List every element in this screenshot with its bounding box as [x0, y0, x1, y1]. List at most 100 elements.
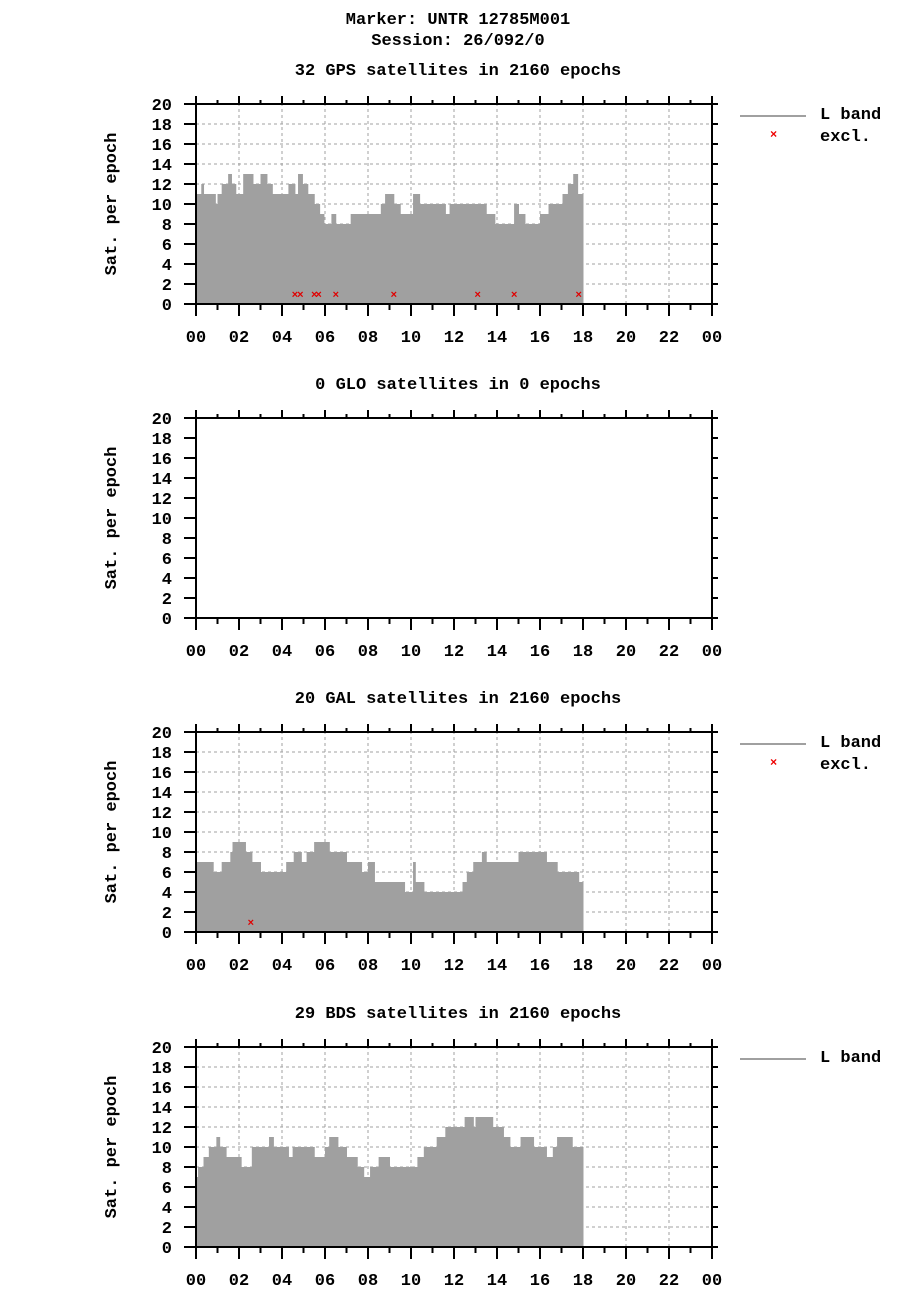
svg-text:0: 0 [162, 1240, 172, 1259]
svg-text:8: 8 [162, 1160, 172, 1179]
svg-text:14: 14 [152, 471, 172, 490]
svg-text:0: 0 [162, 611, 172, 630]
svg-text:Sat. per epoch: Sat. per epoch [103, 447, 122, 590]
svg-text:22: 22 [659, 643, 679, 662]
svg-text:22: 22 [659, 957, 679, 976]
svg-text:Sat. per epoch: Sat. per epoch [103, 133, 122, 276]
x-marker-icon: × [770, 128, 778, 142]
chart-title: 20 GAL satellites in 2160 epochs [294, 690, 622, 709]
svg-text:00: 00 [186, 329, 206, 348]
svg-text:00: 00 [186, 1272, 206, 1291]
svg-text:2: 2 [162, 1220, 172, 1239]
line-swatch-icon [740, 115, 806, 117]
svg-text:16: 16 [530, 329, 550, 348]
svg-text:2: 2 [162, 905, 172, 924]
svg-text:8: 8 [162, 531, 172, 550]
svg-text:08: 08 [358, 957, 378, 976]
svg-text:08: 08 [358, 329, 378, 348]
legend-label: excl. [820, 128, 872, 147]
svg-text:2: 2 [162, 277, 172, 296]
chart-bds: 29 BDS satellites in 2160 epochs 0 2 4 6 8 10 1… [0, 1005, 920, 1315]
svg-text:10: 10 [401, 1272, 421, 1291]
svg-text:10: 10 [401, 329, 421, 348]
legend-label: L band [820, 106, 882, 125]
marker-title: Marker: UNTR 12785M001 [345, 11, 571, 30]
legend-label: L band [820, 734, 882, 753]
svg-text:04: 04 [272, 957, 292, 976]
svg-text:18: 18 [573, 643, 593, 662]
svg-text:12: 12 [152, 805, 172, 824]
chart-title: 32 GPS satellites in 2160 epochs [294, 62, 622, 81]
svg-text:4: 4 [162, 257, 172, 276]
svg-text:06: 06 [315, 1272, 335, 1291]
svg-text:6: 6 [162, 551, 172, 570]
svg-text:10: 10 [152, 825, 172, 844]
svg-text:10: 10 [152, 511, 172, 530]
svg-text:14: 14 [152, 785, 172, 804]
svg-text:12: 12 [444, 329, 464, 348]
legend-label: L band [820, 1049, 882, 1068]
svg-text:12: 12 [152, 1120, 172, 1139]
svg-text:00: 00 [702, 643, 722, 662]
svg-text:00: 00 [186, 643, 206, 662]
svg-text:4: 4 [162, 571, 172, 590]
chart-title: 0 GLO satellites in 0 epochs [315, 376, 601, 395]
svg-text:04: 04 [272, 643, 292, 662]
svg-text:2: 2 [162, 591, 172, 610]
svg-text:02: 02 [229, 329, 249, 348]
svg-text:12: 12 [444, 1272, 464, 1291]
svg-text:20: 20 [616, 1272, 636, 1291]
svg-text:16: 16 [530, 957, 550, 976]
svg-text:04: 04 [272, 1272, 292, 1291]
svg-text:16: 16 [530, 1272, 550, 1291]
svg-text:18: 18 [152, 1060, 172, 1079]
svg-text:×: × [248, 918, 255, 930]
svg-text:06: 06 [315, 643, 335, 662]
legend-label: excl. [820, 756, 872, 775]
svg-text:Sat. per epoch: Sat. per epoch [103, 1076, 122, 1219]
svg-text:12: 12 [444, 957, 464, 976]
svg-text:02: 02 [229, 1272, 249, 1291]
svg-text:×: × [315, 290, 322, 302]
svg-text:20: 20 [616, 329, 636, 348]
svg-text:12: 12 [152, 491, 172, 510]
svg-text:14: 14 [487, 957, 507, 976]
svg-text:×: × [474, 290, 481, 302]
svg-text:18: 18 [152, 431, 172, 450]
svg-text:8: 8 [162, 845, 172, 864]
svg-text:×: × [511, 290, 518, 302]
svg-text:08: 08 [358, 643, 378, 662]
svg-text:16: 16 [152, 137, 172, 156]
chart-title: 29 BDS satellites in 2160 epochs [294, 1005, 622, 1024]
svg-text:00: 00 [702, 1272, 722, 1291]
svg-text:20: 20 [152, 1040, 172, 1059]
svg-text:×: × [292, 290, 299, 302]
svg-text:×: × [311, 290, 318, 302]
svg-text:22: 22 [659, 329, 679, 348]
svg-text:20: 20 [152, 411, 172, 430]
svg-text:20: 20 [152, 97, 172, 116]
svg-text:16: 16 [152, 1080, 172, 1099]
svg-text:20: 20 [616, 957, 636, 976]
svg-text:10: 10 [152, 197, 172, 216]
svg-text:4: 4 [162, 1200, 172, 1219]
svg-text:18: 18 [152, 117, 172, 136]
svg-text:14: 14 [152, 1100, 172, 1119]
svg-text:02: 02 [229, 643, 249, 662]
svg-text:×: × [297, 290, 304, 302]
svg-text:06: 06 [315, 957, 335, 976]
svg-text:12: 12 [152, 177, 172, 196]
svg-text:14: 14 [487, 1272, 507, 1291]
svg-text:14: 14 [487, 643, 507, 662]
svg-text:20: 20 [152, 725, 172, 744]
svg-text:8: 8 [162, 217, 172, 236]
svg-text:16: 16 [152, 765, 172, 784]
svg-text:00: 00 [186, 957, 206, 976]
svg-text:×: × [332, 290, 339, 302]
chart-gps: 32 GPS satellites in 2160 epochs × × × × × × × ×… [0, 62, 920, 372]
svg-text:6: 6 [162, 237, 172, 256]
svg-text:14: 14 [487, 329, 507, 348]
